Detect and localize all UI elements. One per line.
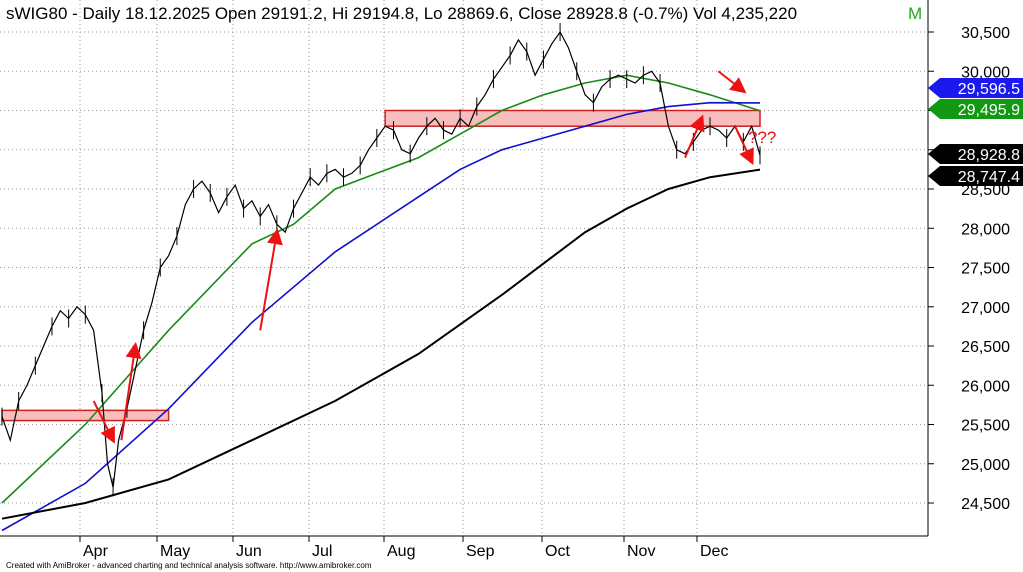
question-annotation: ??? — [748, 128, 776, 147]
annotation-arrow — [684, 114, 705, 158]
annotation-arrows — [92, 70, 754, 444]
y-tick-label: 27,000 — [961, 300, 1010, 317]
y-tick-label: 26,000 — [961, 378, 1010, 395]
y-tick-label: 25,000 — [961, 457, 1010, 474]
last-value-badge — [928, 166, 1023, 186]
x-tick-label: Jul — [312, 543, 332, 560]
x-tick-label: Dec — [700, 543, 728, 560]
last-value-badge — [928, 78, 1023, 98]
ma-black-line — [1, 168, 761, 520]
last-value-label: 29,596.5 — [958, 81, 1020, 98]
moving-averages — [1, 74, 761, 532]
annotation-arrow — [259, 228, 283, 331]
y-tick-label: 28,000 — [961, 221, 1010, 238]
annotation-arrow — [120, 342, 142, 441]
last-value-badge — [928, 99, 1023, 119]
chart-title: sWIG80 - Daily 18.12.2025 Open 29191.2, … — [6, 4, 797, 23]
y-tick-label: 26,500 — [961, 339, 1010, 356]
annotation-arrow — [92, 400, 115, 444]
resistance-zone — [1, 409, 170, 422]
x-tick-label: Jun — [236, 543, 262, 560]
y-tick-label: 30,500 — [961, 25, 1010, 42]
x-tick-label: Sep — [466, 543, 495, 560]
title-marker: M — [908, 4, 922, 23]
resistance-zone — [384, 109, 761, 127]
ma-blue-line — [1, 101, 761, 532]
y-tick-label: 27,500 — [961, 261, 1010, 278]
ma-green-line — [1, 74, 761, 504]
x-tick-label: May — [160, 543, 190, 560]
annotation-arrow — [717, 70, 747, 94]
last-value-badge — [928, 144, 1023, 164]
y-tick-label: 24,500 — [961, 496, 1010, 513]
last-value-label: 28,747.4 — [958, 169, 1020, 186]
last-value-label: 29,495.9 — [958, 102, 1020, 119]
x-tick-label: Aug — [387, 543, 415, 560]
footer-credit: Created with AmiBroker - advanced charti… — [6, 561, 372, 570]
last-value-label: 28,928.8 — [958, 147, 1020, 164]
x-tick-label: Oct — [545, 543, 570, 560]
x-axis-ticks: Apr May Jun Jul Aug Sep Oct Nov Dec — [79, 536, 728, 560]
y-tick-label: 28,500 — [961, 182, 1010, 199]
x-tick-label: Nov — [627, 543, 655, 560]
y-tick-label: 25,500 — [961, 418, 1010, 435]
y-tick-label: 30,000 — [961, 64, 1010, 81]
grid — [0, 0, 928, 536]
last-value-badges: 29,596.5 29,495.9 28,928.8 28,747.4 — [928, 78, 1023, 186]
y-axis-ticks: 30,50030,00029,50029,00028,50028,00027,5… — [928, 25, 1010, 513]
x-tick-label: Apr — [83, 543, 109, 560]
annotation-arrow — [734, 125, 754, 166]
